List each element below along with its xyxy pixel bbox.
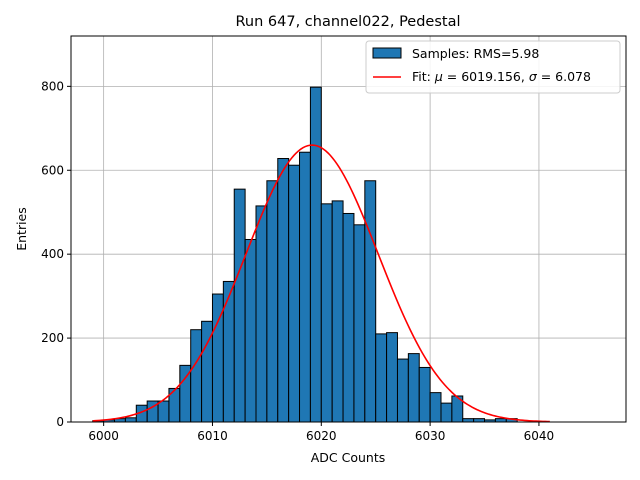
histogram-bar — [157, 400, 170, 423]
x-tick-label: 6030 — [415, 429, 446, 443]
histogram-bar — [244, 238, 257, 423]
histogram-bar — [299, 151, 311, 423]
legend-histogram-swatch — [372, 47, 402, 59]
histogram-bar — [375, 333, 388, 423]
x-tick-label: 6040 — [524, 429, 555, 443]
y-tick-label: 400 — [41, 247, 64, 261]
x-tick-label: 6020 — [306, 429, 337, 443]
x-tick-label: 6010 — [197, 429, 228, 443]
legend: Samples: RMS=5.98 Fit: μ = 6019.156, σ =… — [365, 40, 621, 94]
histogram-bar — [462, 418, 475, 423]
histogram-bar — [288, 164, 301, 423]
histogram-bar — [266, 180, 279, 423]
legend-histogram-label: Samples: RMS=5.98 — [412, 46, 539, 61]
histogram-bar — [277, 158, 290, 423]
fit-curve — [92, 144, 550, 423]
fit-curve-layer — [92, 144, 550, 423]
y-tick-label: 0 — [56, 415, 64, 429]
y-tick-label: 800 — [41, 79, 64, 93]
histogram-bar — [190, 329, 203, 423]
x-axis-ticks: 6000 6010 6020 6030 6040 — [88, 422, 554, 443]
histogram-bar — [396, 358, 409, 423]
histogram-bar — [364, 180, 377, 423]
histogram-bar — [353, 224, 366, 423]
histogram-bar — [429, 392, 442, 423]
y-axis-label: Entries — [14, 207, 29, 251]
plot-frame — [70, 35, 627, 423]
histogram-bar — [331, 200, 344, 423]
y-axis-ticks: 0 200 400 600 800 — [41, 79, 71, 429]
histogram-bar — [418, 366, 431, 423]
y-tick-label: 600 — [41, 163, 64, 177]
histogram-bar — [440, 402, 453, 423]
x-axis-label: ADC Counts — [311, 450, 386, 465]
legend-box — [365, 40, 621, 94]
histogram-bar — [386, 332, 398, 423]
histogram-bar — [124, 417, 137, 423]
histogram-bar — [407, 353, 420, 423]
histogram-bar — [494, 418, 507, 423]
histogram-bar — [233, 188, 246, 423]
histogram-bar — [255, 205, 268, 423]
histogram-bar — [222, 280, 235, 423]
y-tick-label: 200 — [41, 331, 64, 345]
legend-fit-label: Fit: μ = 6019.156, σ = 6.078 — [412, 69, 591, 84]
histogram-bar — [342, 212, 355, 423]
x-tick-label: 6000 — [88, 429, 119, 443]
chart-title: Run 647, channel022, Pedestal — [235, 14, 460, 30]
histogram-bar — [320, 203, 333, 423]
histogram-bar — [473, 418, 486, 423]
histogram-bar — [309, 86, 322, 423]
